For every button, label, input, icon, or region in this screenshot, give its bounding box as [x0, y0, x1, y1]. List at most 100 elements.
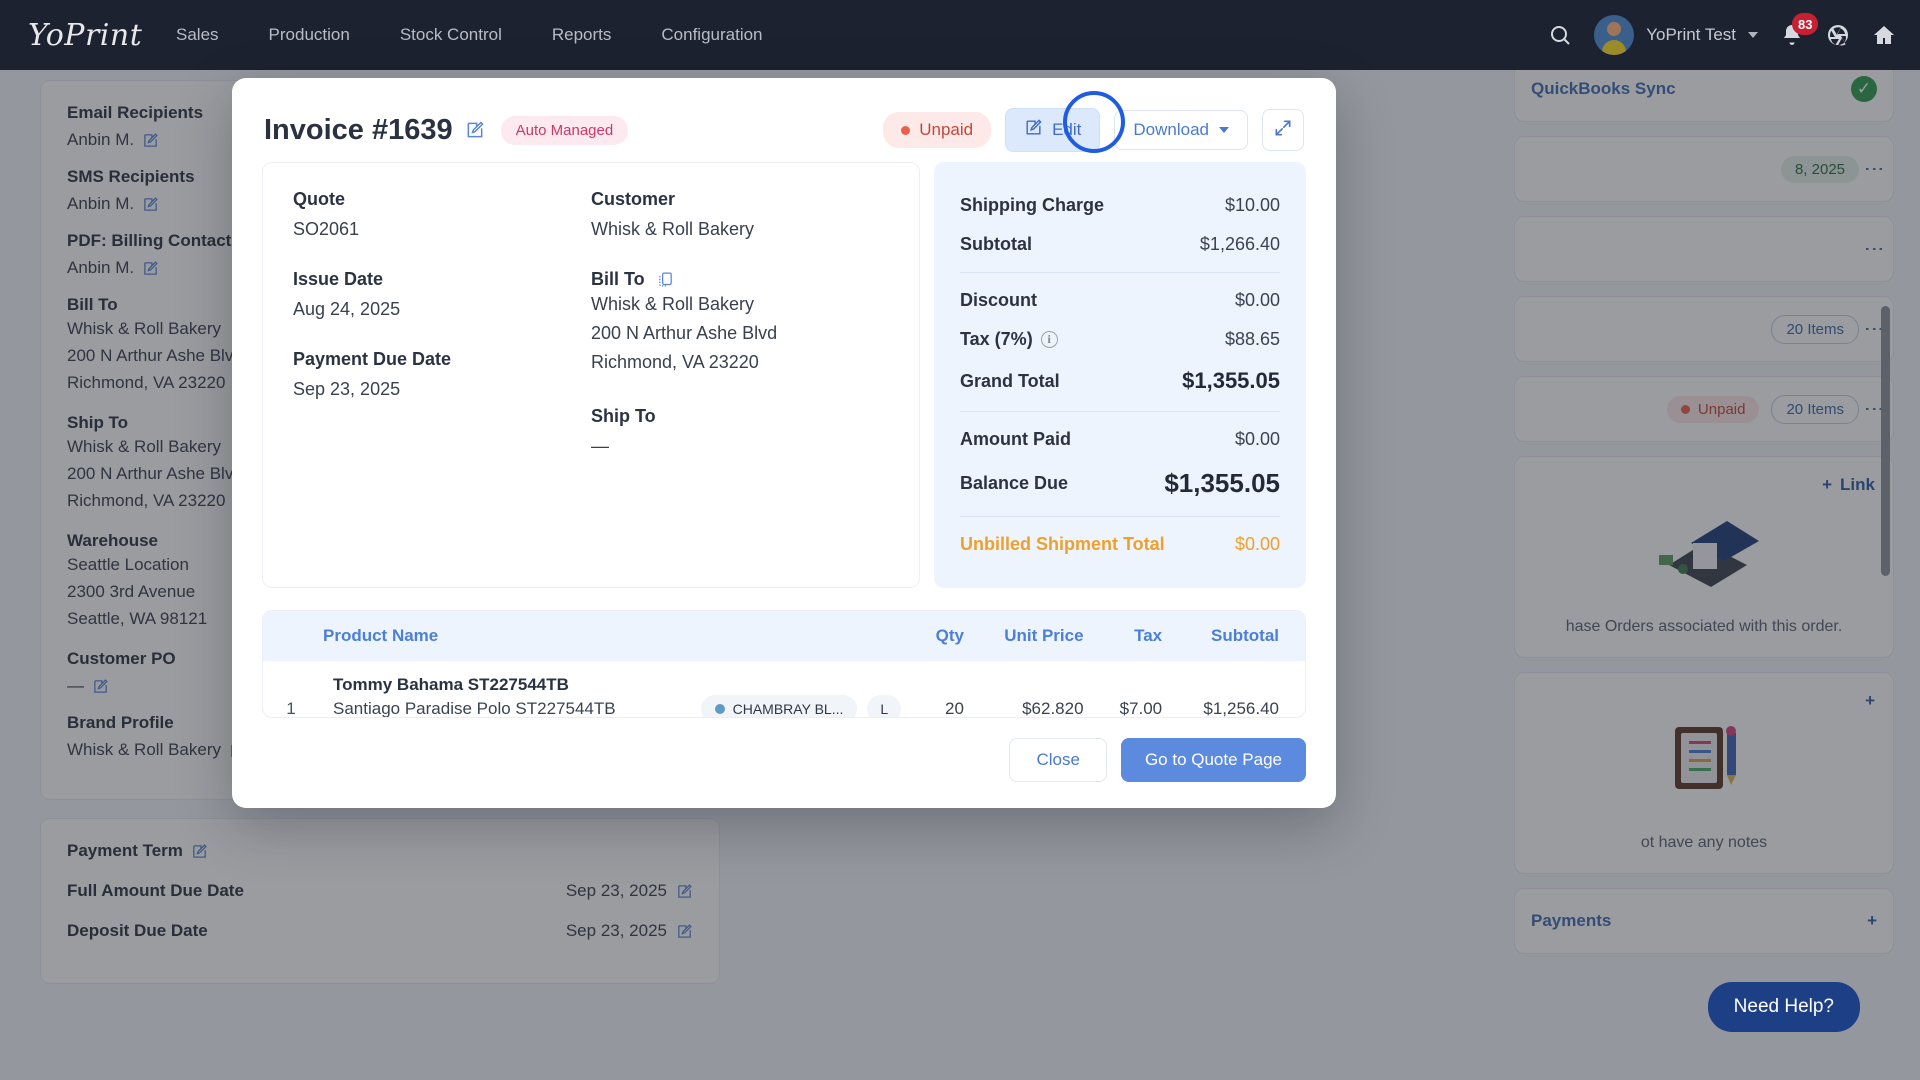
app-logo[interactable]: YoPrint — [28, 17, 143, 53]
summary-value: $0.00 — [1234, 429, 1280, 449]
nav-item-configuration[interactable]: Configuration — [661, 25, 763, 44]
edit-icon — [1024, 118, 1043, 142]
column-header-qty[interactable]: Qty — [915, 611, 978, 661]
bg-bill-line: Whisk & Roll Bakery — [67, 319, 221, 338]
divider — [960, 411, 1280, 412]
summary-value: $0.00 — [1234, 534, 1280, 554]
modal-header: Invoice #1639 Auto Managed Unpaid Edit D… — [232, 78, 1336, 162]
bg-purchase-orders-card: + Link hase Orders associated with this … — [1514, 456, 1894, 658]
page-scrollbar[interactable] — [1881, 306, 1890, 576]
bg-link-label: Link — [1840, 475, 1875, 494]
bg-list-item[interactable]: 20 Items ⋮ — [1514, 296, 1894, 362]
column-header-tax[interactable]: Tax — [1097, 611, 1177, 661]
summary-row-subtotal: Subtotal $1,266.40 — [960, 225, 1280, 264]
unit-price-cell: $62.820 — [977, 661, 1098, 717]
payment-due-date-block: Payment Due Date Sep 23, 2025 — [293, 349, 591, 400]
bg-field-email-recipients: Email Recipients Anbin M. — [67, 103, 693, 150]
bill-to-label: Bill To — [591, 269, 645, 289]
bg-ship-line: Richmond, VA 23220 — [67, 491, 226, 510]
chevron-down-icon — [1219, 127, 1229, 133]
bg-label: Deposit Due Date — [67, 921, 208, 940]
edit-title-icon[interactable] — [465, 120, 485, 140]
nav-item-production[interactable]: Production — [268, 25, 350, 44]
issue-date-label: Issue Date — [293, 269, 384, 289]
bg-field-pdf-billing-contact: PDF: Billing Contact Anbin M. — [67, 231, 693, 278]
bill-to-line: Whisk & Roll Bakery — [591, 294, 755, 314]
info-icon[interactable]: i — [1040, 331, 1058, 348]
nav-item-reports[interactable]: Reports — [551, 25, 612, 44]
edit-icon[interactable] — [676, 883, 693, 900]
issue-date-value: Aug 24, 2025 — [293, 299, 401, 319]
notifications-button[interactable]: 83 — [1780, 13, 1819, 47]
copy-icon[interactable] — [657, 271, 674, 288]
divider — [960, 272, 1280, 273]
bg-bill-line: 200 N Arthur Ashe Blvd — [67, 346, 243, 365]
modal-body: Quote SO2061 Issue Date Aug 24, 2025 Pay… — [232, 162, 1336, 588]
row-index: 1 — [263, 661, 319, 717]
modal-footer: Close Go to Quote Page — [232, 718, 1336, 808]
table-row[interactable]: 1 Tommy Bahama ST227544TB Santiago Parad… — [263, 661, 1305, 717]
edit-icon[interactable] — [142, 260, 159, 277]
nav-item-sales[interactable]: Sales — [176, 25, 219, 44]
close-button[interactable]: Close — [1009, 738, 1107, 782]
status-badge-label: Unpaid — [919, 120, 974, 139]
summary-label: Unbilled Shipment Total — [960, 534, 1165, 554]
bg-link-button[interactable]: + Link — [1533, 475, 1875, 495]
purchase-orders-illustration — [1629, 503, 1779, 603]
bg-unpaid-chip: Unpaid — [1666, 395, 1760, 423]
search-icon[interactable] — [1548, 23, 1572, 47]
bg-list-item[interactable]: Unpaid 20 Items ⋮ — [1514, 376, 1894, 442]
invoice-info-right: Customer Whisk & Roll Bakery Bill To Whi… — [591, 189, 889, 561]
edit-icon[interactable] — [142, 196, 159, 213]
summary-row-discount: Discount $0.00 — [960, 281, 1280, 320]
bg-value: Anbin M. — [67, 258, 135, 277]
home-icon[interactable] — [1872, 23, 1896, 47]
column-header-unit-price[interactable]: Unit Price — [977, 611, 1098, 661]
tax-cell: $7.00 — [1097, 661, 1177, 717]
ship-to-label: Ship To — [591, 406, 656, 426]
go-to-quote-page-button[interactable]: Go to Quote Page — [1120, 738, 1306, 782]
bg-row-payment-term: Payment Term — [67, 841, 693, 861]
invoice-summary-card: Shipping Charge $10.00 Subtotal $1,266.4… — [934, 162, 1306, 588]
variant-chips: CHAMBRAY BL... L — [700, 695, 902, 717]
expand-button[interactable] — [1262, 109, 1304, 151]
user-menu[interactable]: YoPrint Test — [1594, 15, 1758, 55]
edit-icon[interactable] — [676, 923, 693, 940]
edit-icon[interactable] — [92, 678, 109, 695]
edit-icon[interactable] — [142, 132, 159, 149]
qty-cell: 20 — [915, 661, 978, 717]
subtotal-cell: $1,256.40 — [1176, 661, 1305, 717]
bg-value: Sep 23, 2025 — [565, 881, 667, 900]
bg-label: Brand Profile — [67, 713, 174, 732]
download-button-label: Download — [1133, 120, 1209, 139]
bg-add-payment-button[interactable]: + — [1867, 911, 1877, 931]
summary-value: $1,355.05 — [1164, 468, 1280, 498]
check-icon: ✓ — [1851, 76, 1877, 102]
bill-to-line: Richmond, VA 23220 — [591, 352, 759, 372]
column-header-subtotal[interactable]: Subtotal — [1176, 611, 1305, 661]
bg-field-warehouse: Warehouse Seattle Location 2300 3rd Aven… — [67, 531, 693, 632]
summary-label: Amount Paid — [960, 429, 1071, 449]
payment-due-date-label: Payment Due Date — [293, 349, 452, 369]
bg-add-note-button[interactable]: + — [1533, 691, 1875, 711]
bg-notes-card: + ot have any notes — [1514, 672, 1894, 874]
download-button[interactable]: Download — [1114, 110, 1248, 150]
camera-aperture-icon[interactable] — [1826, 23, 1850, 47]
color-swatch-icon — [714, 704, 725, 714]
edit-icon[interactable] — [191, 843, 208, 860]
summary-row-grand-total: Grand Total $1,355.05 — [960, 359, 1280, 403]
bg-list-item[interactable]: ⋮ — [1514, 216, 1894, 282]
status-badge: Unpaid — [883, 112, 992, 148]
notes-illustration — [1629, 719, 1779, 819]
bg-label: Full Amount Due Date — [67, 881, 244, 900]
ship-to-value: — — [591, 436, 609, 456]
need-help-button[interactable]: Need Help? — [1707, 982, 1860, 1032]
edit-button[interactable]: Edit — [1005, 108, 1101, 152]
bg-list-item[interactable]: 8, 2025 ⋮ — [1514, 136, 1894, 202]
column-header-product-name[interactable]: Product Name — [263, 611, 916, 661]
bg-payments-card[interactable]: Payments + — [1514, 888, 1894, 954]
nav-item-stock-control[interactable]: Stock Control — [399, 25, 502, 44]
summary-row-shipping-charge: Shipping Charge $10.00 — [960, 186, 1280, 225]
notification-badge: 83 — [1792, 13, 1819, 35]
bg-label: Bill To — [67, 295, 118, 314]
